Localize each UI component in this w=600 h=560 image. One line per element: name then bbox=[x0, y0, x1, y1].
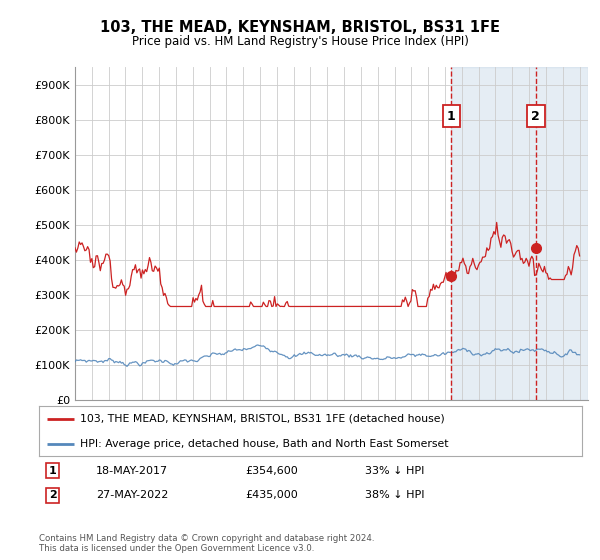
Text: 2: 2 bbox=[49, 491, 56, 501]
Text: 38% ↓ HPI: 38% ↓ HPI bbox=[365, 491, 424, 501]
Text: 103, THE MEAD, KEYNSHAM, BRISTOL, BS31 1FE: 103, THE MEAD, KEYNSHAM, BRISTOL, BS31 1… bbox=[100, 20, 500, 35]
Text: Contains HM Land Registry data © Crown copyright and database right 2024.
This d: Contains HM Land Registry data © Crown c… bbox=[39, 534, 374, 553]
Text: 18-MAY-2017: 18-MAY-2017 bbox=[96, 466, 168, 476]
Bar bbox=[451, 67, 588, 400]
Text: 2: 2 bbox=[532, 110, 540, 123]
Text: 1: 1 bbox=[49, 466, 56, 476]
Text: £435,000: £435,000 bbox=[245, 491, 298, 501]
Text: HPI: Average price, detached house, Bath and North East Somerset: HPI: Average price, detached house, Bath… bbox=[80, 439, 448, 449]
Text: £354,600: £354,600 bbox=[245, 466, 298, 476]
Text: 27-MAY-2022: 27-MAY-2022 bbox=[96, 491, 169, 501]
Text: 33% ↓ HPI: 33% ↓ HPI bbox=[365, 466, 424, 476]
Text: 1: 1 bbox=[447, 110, 456, 123]
Text: Price paid vs. HM Land Registry's House Price Index (HPI): Price paid vs. HM Land Registry's House … bbox=[131, 35, 469, 48]
Text: 103, THE MEAD, KEYNSHAM, BRISTOL, BS31 1FE (detached house): 103, THE MEAD, KEYNSHAM, BRISTOL, BS31 1… bbox=[80, 414, 445, 423]
